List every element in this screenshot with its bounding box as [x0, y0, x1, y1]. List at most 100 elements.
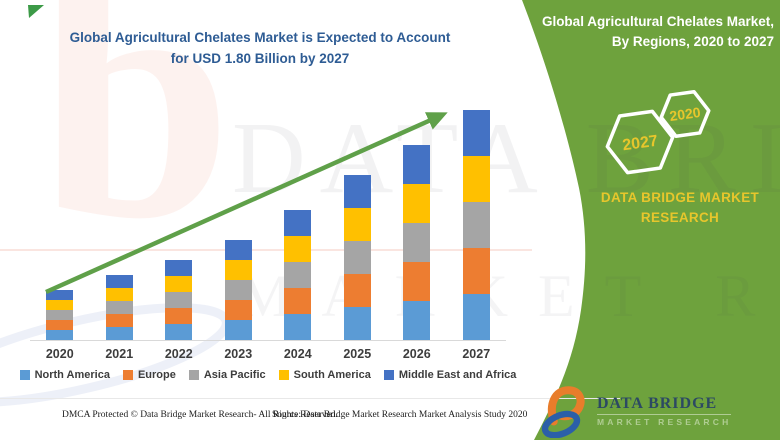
bar-group-2021 — [90, 100, 150, 340]
hexagon-2027-label: 2027 — [621, 133, 659, 155]
x-axis-label-2025: 2025 — [343, 347, 372, 361]
hexagon-2020-label: 2020 — [668, 104, 701, 124]
bar-segment — [46, 320, 74, 330]
hexagon-2020 — [659, 89, 711, 139]
bar-segment — [165, 308, 193, 324]
x-axis-label-2022: 2022 — [164, 347, 193, 361]
bar-segment — [165, 276, 193, 292]
brand-text: DATA BRIDGE MARKET RESEARCH — [578, 188, 780, 227]
legend-item: North America — [19, 369, 110, 381]
stacked-bar-2023 — [224, 240, 252, 340]
bar-segment — [224, 300, 252, 320]
logo-b-icon — [541, 386, 585, 438]
hexagon-badges: 2027 2020 — [605, 89, 711, 175]
bar-segment — [284, 262, 312, 288]
side-panel-title: Global Agricultural Chelates Market, By … — [502, 12, 774, 53]
bar-segment — [284, 236, 312, 262]
bar-group-2020 — [30, 100, 90, 340]
bar-group-2024 — [268, 100, 328, 340]
green-side-panel — [522, 0, 780, 440]
legend-swatch-icon — [122, 370, 133, 380]
legend-swatch-icon — [188, 370, 199, 380]
bar-segment — [403, 301, 431, 340]
bar-chart-plot — [30, 100, 506, 341]
footer-dmca-text: DMCA Protected © Data Bridge Market Rese… — [62, 410, 338, 420]
bar-segment — [46, 310, 74, 320]
bar-segment — [462, 156, 490, 202]
legend-item: Europe — [122, 369, 176, 381]
bar-group-2026 — [387, 100, 447, 340]
bar-segment — [165, 324, 193, 340]
bar-segment — [462, 110, 490, 156]
x-axis-label-2023: 2023 — [224, 347, 253, 361]
bar-segment — [462, 294, 490, 340]
page-title-line2: for USD 1.80 Billion by 2027 — [170, 50, 350, 66]
bar-segment — [105, 275, 133, 288]
bar-segment — [343, 307, 371, 340]
stacked-bar-2024 — [284, 210, 312, 340]
bar-segment — [105, 327, 133, 340]
stacked-bar-2021 — [105, 275, 133, 340]
bar-segment — [462, 248, 490, 294]
page-title-line1: Global Agricultural Chelates Market is E… — [69, 30, 451, 45]
bar-segment — [105, 288, 133, 301]
bar-segment — [403, 184, 431, 223]
bar-segment — [343, 208, 371, 241]
footer-divider — [0, 398, 620, 399]
bar-group-2023 — [209, 100, 269, 340]
legend-label: North America — [34, 369, 110, 381]
legend-item: Middle East and Africa — [383, 369, 516, 381]
x-axis-label-2026: 2026 — [402, 347, 431, 361]
legend-swatch-icon — [278, 370, 289, 380]
corner-accent-triangle — [28, 5, 44, 18]
stacked-bar-2025 — [343, 175, 371, 340]
legend-label: Europe — [137, 369, 176, 381]
x-axis-label-2021: 2021 — [105, 347, 134, 361]
stacked-bar-2026 — [403, 145, 431, 340]
bar-segment — [284, 288, 312, 314]
bar-segment — [403, 223, 431, 262]
brand-text-line2: RESEARCH — [640, 209, 720, 225]
bar-segment — [284, 314, 312, 340]
bar-segment — [224, 260, 252, 280]
side-panel-title-line1: Global Agricultural Chelates Market, — [541, 14, 774, 29]
bar-segment — [105, 314, 133, 327]
bar-segment — [165, 260, 193, 276]
chart-legend: North America Europe Asia Pacific South Ame… — [18, 369, 518, 381]
legend-label: Asia Pacific — [203, 369, 266, 381]
bar-segment — [46, 330, 74, 340]
legend-label: South America — [293, 369, 371, 381]
bar-segment — [284, 210, 312, 236]
brand-text-line1: DATA BRIDGE MARKET — [600, 190, 760, 205]
footer-source-text: Source: Data Bridge Market Research Mark… — [272, 410, 528, 420]
x-axis-label-2027: 2027 — [462, 347, 491, 361]
bar-segment — [224, 320, 252, 340]
legend-item: Asia Pacific — [188, 369, 266, 381]
x-axis-labels: 2020 2021 2022 2023 2024 2025 2026 2027 — [30, 347, 506, 361]
x-axis-label-2024: 2024 — [283, 347, 312, 361]
bar-group-2022 — [149, 100, 209, 340]
bar-segment — [462, 202, 490, 248]
side-panel-title-line2: By Regions, 2020 to 2027 — [611, 34, 774, 50]
legend-item: South America — [278, 369, 371, 381]
bar-segment — [403, 145, 431, 184]
logo-name: DATA BRIDGE — [597, 395, 732, 415]
bar-segment — [343, 175, 371, 208]
company-logo: DATA BRIDGE MARKET RESEARCH — [541, 382, 751, 440]
stacked-bar-2027 — [462, 110, 490, 340]
logo-subtitle: MARKET RESEARCH — [597, 417, 732, 427]
stacked-bar-2022 — [165, 260, 193, 340]
bar-segment — [46, 290, 74, 300]
page-title: Global Agricultural Chelates Market is E… — [52, 28, 468, 70]
stacked-bar-2020 — [46, 290, 74, 340]
bar-segment — [343, 241, 371, 274]
bar-segment — [105, 301, 133, 314]
bar-group-2027 — [447, 100, 507, 340]
bar-segment — [165, 292, 193, 308]
bar-segment — [224, 240, 252, 260]
bar-group-2025 — [328, 100, 388, 340]
bar-segment — [343, 274, 371, 307]
bar-segment — [403, 262, 431, 301]
